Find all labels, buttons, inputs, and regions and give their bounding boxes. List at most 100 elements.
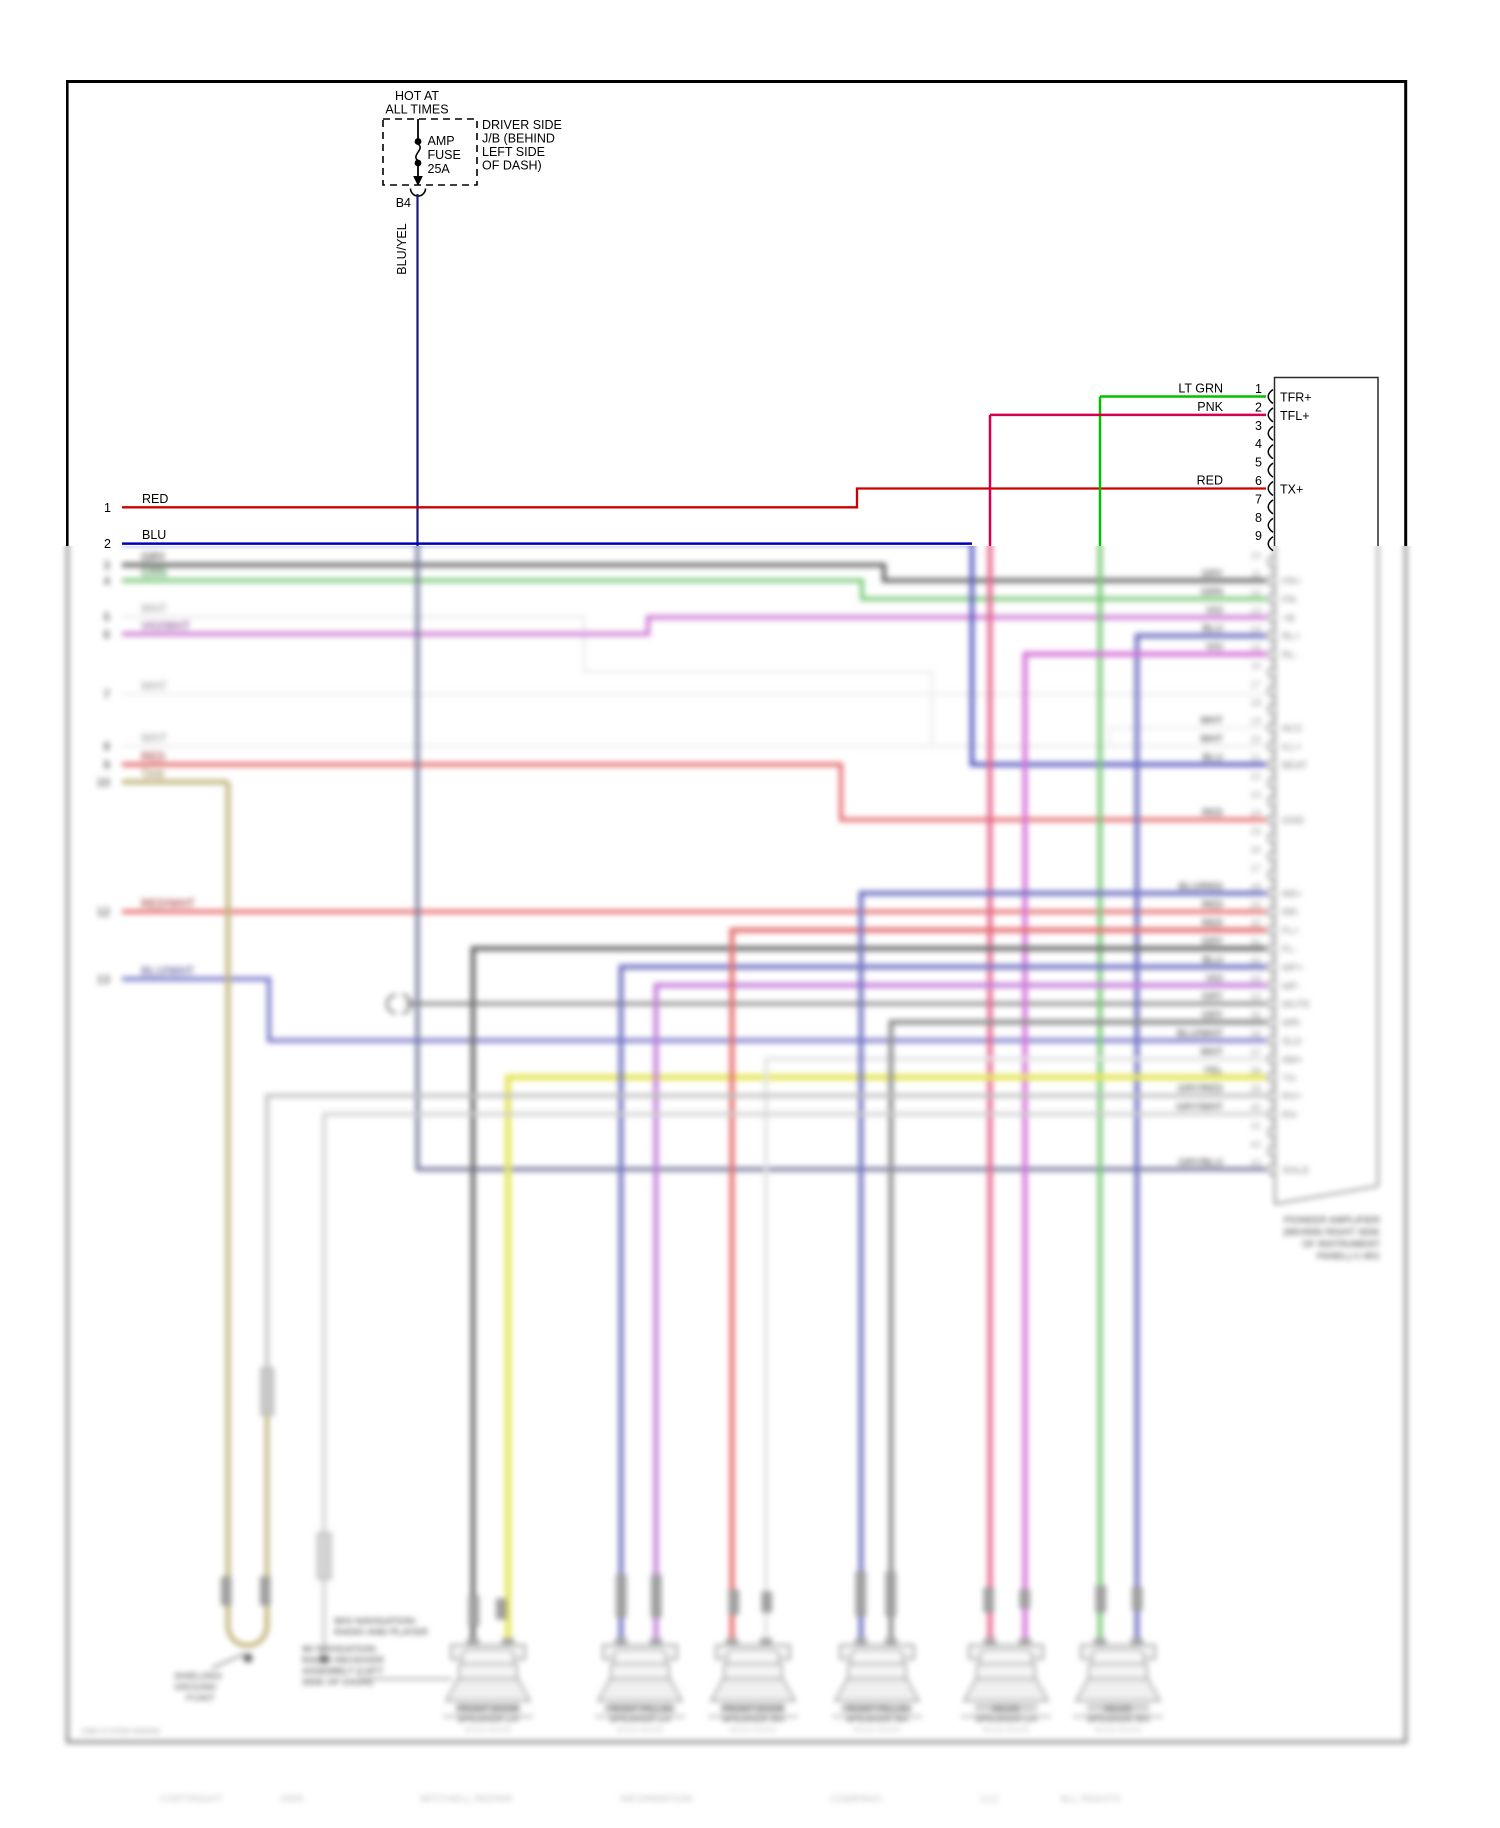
svg-text:(BEHIND RIGHT SIDE: (BEHIND RIGHT SIDE	[1283, 1227, 1380, 1238]
svg-text:DRIVER SIDE: DRIVER SIDE	[482, 118, 562, 132]
svg-text:BLU: BLU	[1202, 624, 1223, 635]
svg-text:WHT: WHT	[1200, 734, 1223, 745]
svg-text:BLU/WHT: BLU/WHT	[1177, 1029, 1223, 1040]
svg-text:10: 10	[97, 776, 111, 790]
svg-text:86160-0W350: 86160-0W350	[616, 1725, 663, 1734]
svg-text:12: 12	[1250, 587, 1261, 598]
svg-text:25: 25	[1250, 827, 1261, 838]
svg-text:GRY: GRY	[1202, 937, 1224, 948]
svg-text:4: 4	[1255, 437, 1262, 451]
svg-text:SIDE OF DASH): SIDE OF DASH)	[302, 1677, 373, 1688]
svg-text:VIO: VIO	[1206, 973, 1223, 984]
svg-text:B4: B4	[396, 196, 411, 210]
svg-text:LEFT SIDE: LEFT SIDE	[482, 145, 545, 159]
svg-text:40: 40	[1250, 1103, 1261, 1114]
svg-text:GRY: GRY	[141, 552, 166, 564]
svg-text:FL+: FL+	[1282, 926, 1300, 937]
svg-text:5: 5	[103, 610, 110, 624]
svg-text:8: 8	[1255, 511, 1262, 525]
svg-text:GRY/BLU: GRY/BLU	[1178, 1157, 1223, 1168]
svg-text:LLC: LLC	[980, 1793, 1000, 1805]
svg-text:BLU: BLU	[1202, 753, 1223, 764]
svg-text:17: 17	[1250, 679, 1261, 690]
svg-text:TFL+: TFL+	[1280, 409, 1310, 423]
svg-text:19: 19	[1250, 716, 1261, 727]
svg-text:FL-: FL-	[1282, 945, 1297, 956]
svg-text:11: 11	[1251, 569, 1261, 580]
svg-text:16: 16	[1250, 661, 1261, 672]
svg-text:ALL TIMES: ALL TIMES	[385, 103, 448, 117]
svg-text:20: 20	[1250, 735, 1261, 746]
svg-text:WF+: WF+	[1282, 963, 1304, 974]
svg-text:24: 24	[1250, 808, 1261, 819]
svg-text:SPEAKER RH: SPEAKER RH	[846, 1714, 908, 1725]
svg-text:9: 9	[1255, 529, 1262, 543]
svg-text:YEL: YEL	[1204, 1065, 1223, 1076]
svg-text:BLU/WHT: BLU/WHT	[141, 966, 194, 978]
svg-text:SHIELDED: SHIELDED	[174, 1671, 222, 1682]
svg-text:BLU: BLU	[1202, 955, 1223, 966]
svg-text:RED: RED	[1202, 900, 1223, 911]
svg-text:GRY: GRY	[1202, 992, 1224, 1003]
svg-text:86160-0W350: 86160-0W350	[853, 1725, 900, 1734]
svg-text:TFR+: TFR+	[1280, 391, 1312, 405]
svg-text:OF INSTRUMENT: OF INSTRUMENT	[1302, 1239, 1380, 1250]
svg-text:GND: GND	[1282, 816, 1304, 827]
svg-text:86160-0W350: 86160-0W350	[982, 1725, 1029, 1734]
svg-text:RR+: RR+	[1282, 889, 1302, 900]
svg-text:RADIO RECEIVER: RADIO RECEIVER	[302, 1655, 384, 1666]
svg-text:WHT: WHT	[141, 604, 167, 616]
svg-text:AM+: AM+	[1282, 1055, 1303, 1066]
svg-text:FR-: FR-	[1282, 595, 1299, 606]
svg-text:RED: RED	[141, 752, 165, 764]
svg-text:37: 37	[1250, 1047, 1261, 1058]
svg-text:7: 7	[103, 688, 110, 702]
svg-text:FRONT PILLAR: FRONT PILLAR	[842, 1704, 912, 1715]
svg-text:J/B (BEHIND: J/B (BEHIND	[482, 132, 555, 146]
svg-text:FR+: FR+	[1282, 577, 1301, 588]
svg-text:WHT: WHT	[141, 681, 167, 693]
svg-text:TAN: TAN	[141, 769, 164, 781]
svg-text:WR-: WR-	[1282, 1018, 1302, 1029]
svg-text:PIONEER AMPLIFIER: PIONEER AMPLIFIER	[1284, 1215, 1380, 1226]
svg-text:13: 13	[97, 973, 111, 987]
svg-text:9: 9	[103, 758, 110, 772]
svg-text:GRN: GRN	[141, 568, 167, 580]
svg-text:RED: RED	[1202, 918, 1223, 929]
svg-text:SPEAKER LH: SPEAKER LH	[457, 1714, 518, 1725]
svg-text:39: 39	[1250, 1084, 1261, 1095]
svg-text:27: 27	[1250, 863, 1261, 874]
svg-text:3: 3	[1255, 419, 1262, 433]
svg-text:2005: 2005	[280, 1793, 304, 1805]
svg-text:WHT: WHT	[1200, 716, 1223, 727]
svg-text:GRY: GRY	[1202, 1010, 1224, 1021]
svg-text:GRY: GRY	[1202, 569, 1224, 580]
svg-text:ALL RIGHTS: ALL RIGHTS	[1060, 1793, 1121, 1805]
svg-text:W/O NAVIGATION:: W/O NAVIGATION:	[334, 1616, 417, 1627]
svg-text:TX-: TX-	[1282, 1073, 1298, 1084]
svg-text:26: 26	[1250, 845, 1261, 856]
svg-text:RL+: RL+	[1282, 632, 1301, 643]
svg-text:RX-: RX-	[1282, 1110, 1299, 1121]
svg-text:43: 43	[1250, 1158, 1261, 1169]
svg-text:LT GRN: LT GRN	[1178, 382, 1223, 396]
svg-text:30: 30	[1250, 919, 1261, 930]
svg-text:13: 13	[1250, 606, 1261, 617]
svg-text:OF DASH): OF DASH)	[482, 159, 542, 173]
svg-text:COMPANY,: COMPANY,	[830, 1793, 884, 1805]
svg-text:BLU: BLU	[142, 528, 166, 542]
svg-text:RED: RED	[1197, 474, 1223, 488]
svg-text:21: 21	[1250, 753, 1261, 764]
svg-text:SLD: SLD	[1282, 1037, 1301, 1048]
svg-text:RED: RED	[142, 492, 168, 506]
svg-text:HOT AT: HOT AT	[395, 89, 439, 103]
svg-text:POINT: POINT	[186, 1693, 215, 1704]
svg-text:2: 2	[1255, 400, 1262, 414]
svg-text:FRONT PILLAR: FRONT PILLAR	[605, 1704, 675, 1715]
svg-text:GRY/WHT: GRY/WHT	[1176, 1102, 1223, 1113]
svg-text:TX+: TX+	[1280, 483, 1303, 497]
svg-text:4: 4	[103, 574, 110, 588]
svg-text:3: 3	[103, 559, 110, 573]
svg-text:GRY/RED: GRY/RED	[1178, 1084, 1223, 1095]
svg-text:MITCHELL REPAIR: MITCHELL REPAIR	[420, 1793, 513, 1805]
